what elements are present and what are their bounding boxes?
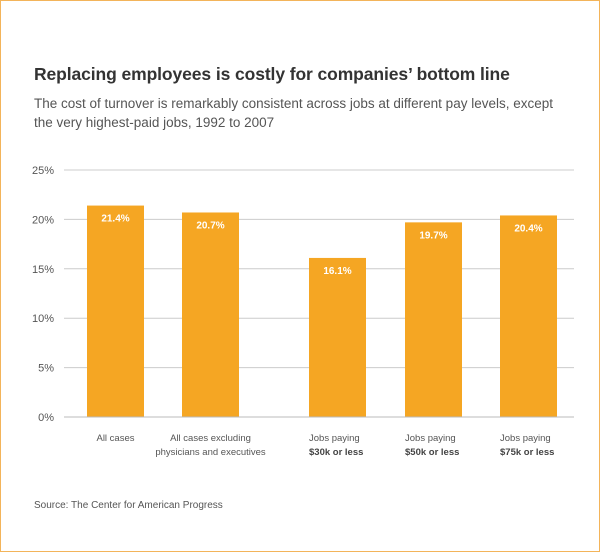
y-tick-label: 15% bbox=[32, 264, 54, 276]
bar bbox=[500, 215, 557, 417]
x-category-label: All cases bbox=[96, 433, 134, 444]
x-category-label: $30k or less bbox=[309, 447, 363, 458]
data-label: 20.4% bbox=[514, 223, 542, 234]
x-category-label: Jobs paying bbox=[405, 433, 456, 444]
chart-subtitle: The cost of turnover is remarkably consi… bbox=[34, 96, 553, 130]
x-category-label: $50k or less bbox=[405, 447, 459, 458]
x-category-label: Jobs paying bbox=[309, 433, 360, 444]
x-axis-labels: All cases All cases excluding physicians a… bbox=[64, 416, 574, 458]
y-axis-ticks: 0% 5% 10% 15% 20% 25% bbox=[32, 165, 54, 424]
data-labels: 21.4% 20.7% 16.1% 19.7% 20.4% bbox=[101, 214, 542, 277]
data-label: 16.1% bbox=[323, 266, 351, 277]
y-tick-label: 20% bbox=[32, 214, 54, 226]
y-tick-label: 0% bbox=[38, 412, 54, 424]
x-category-label: All cases excluding bbox=[170, 433, 251, 444]
bar bbox=[405, 222, 462, 417]
bar bbox=[87, 205, 144, 417]
bars bbox=[87, 205, 557, 417]
y-tick-label: 5% bbox=[38, 363, 54, 375]
x-category-label: Jobs paying bbox=[500, 433, 551, 444]
data-label: 21.4% bbox=[101, 214, 129, 225]
chart-title: Replacing employees is costly for compan… bbox=[34, 64, 510, 84]
data-label: 20.7% bbox=[196, 220, 224, 231]
y-tick-label: 25% bbox=[32, 165, 54, 177]
data-label: 19.7% bbox=[419, 230, 447, 241]
y-tick-label: 10% bbox=[32, 313, 54, 325]
bar bbox=[182, 212, 239, 417]
x-category-label: physicians and executives bbox=[155, 447, 266, 458]
x-category-label: $75k or less bbox=[500, 447, 554, 458]
source-note: Source: The Center for American Progress bbox=[34, 500, 223, 511]
bar bbox=[309, 257, 366, 417]
